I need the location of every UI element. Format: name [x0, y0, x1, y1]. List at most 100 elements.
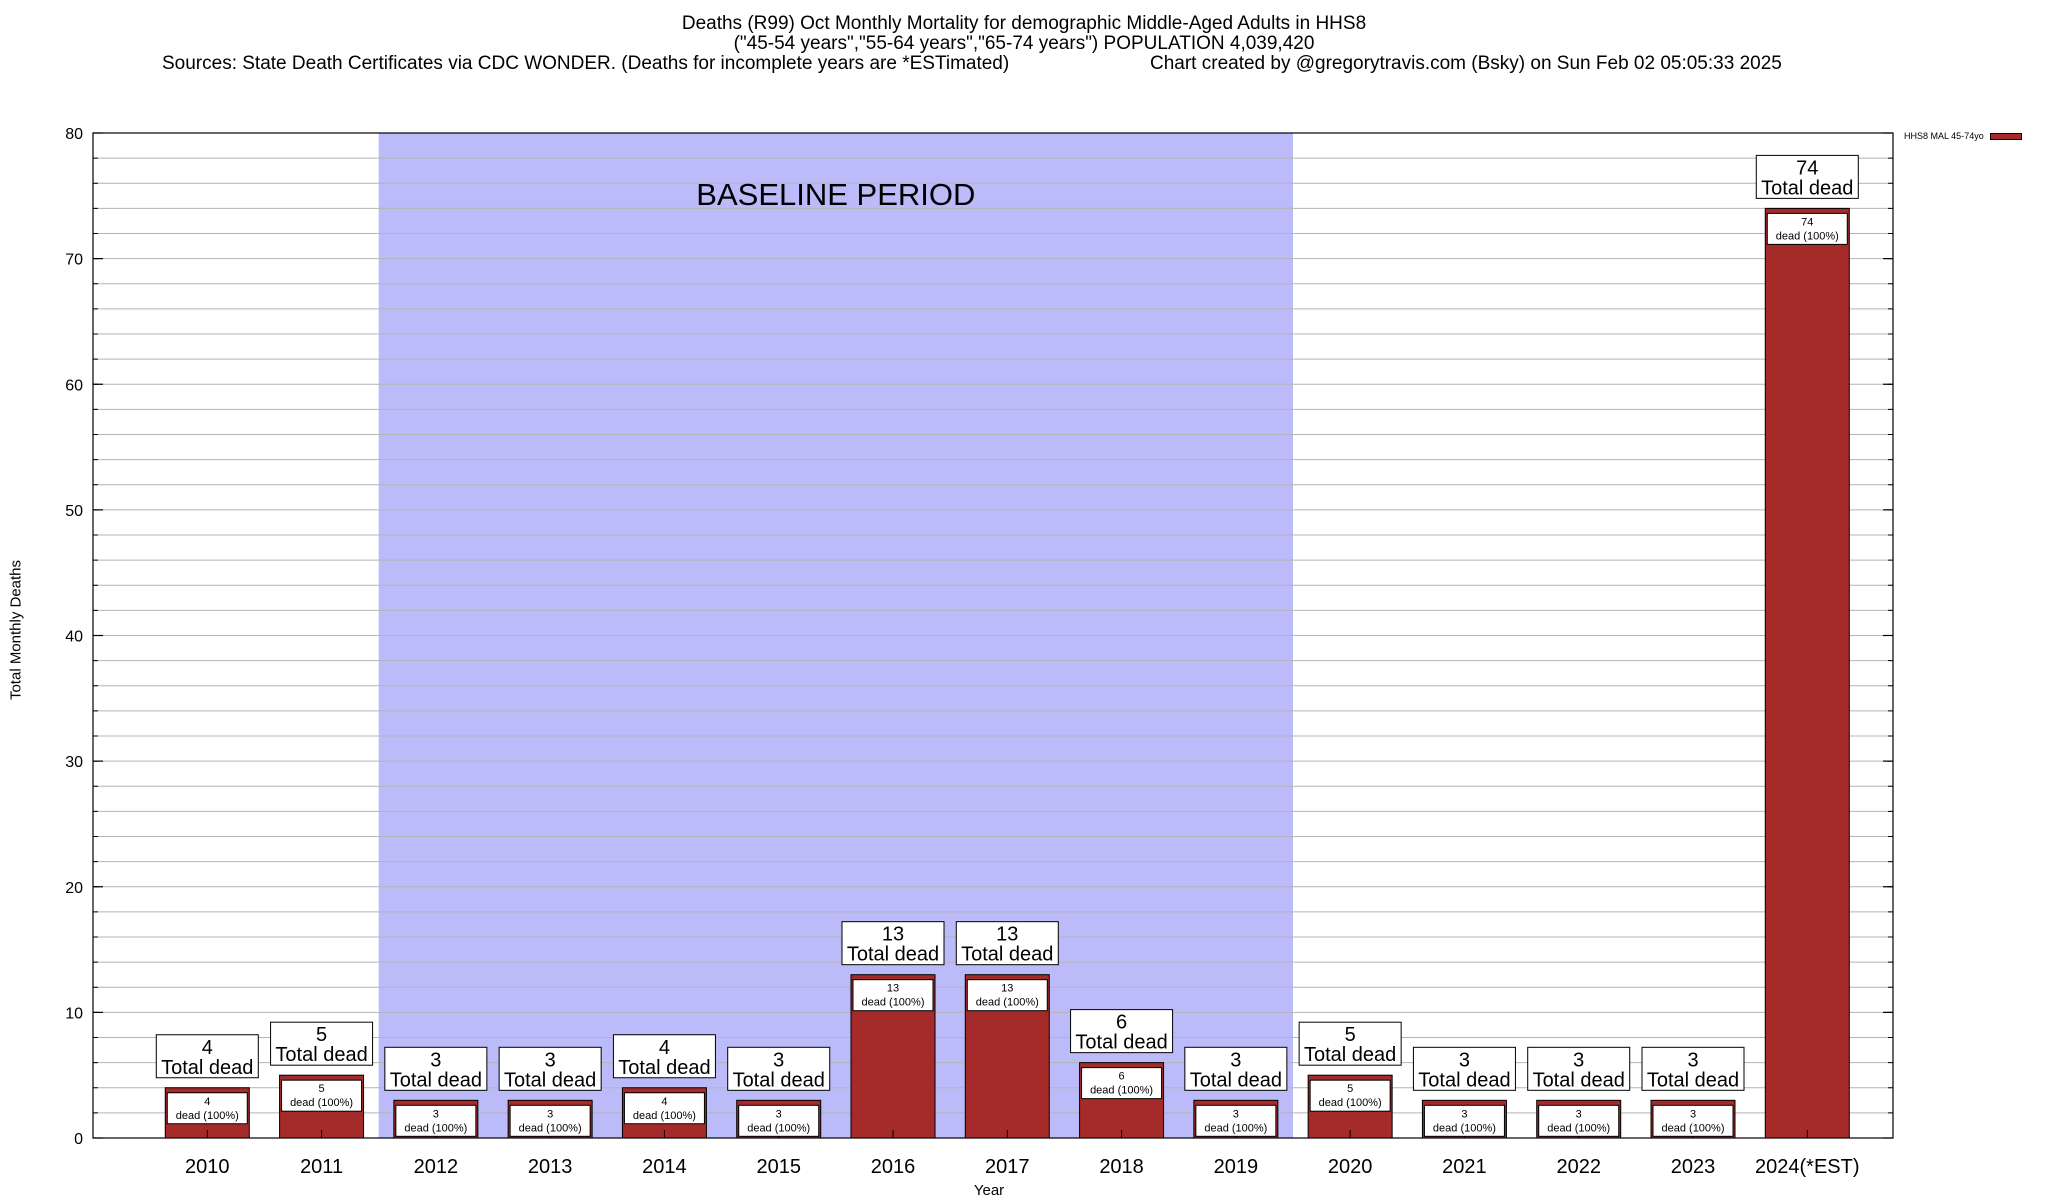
inner-label-value: 74 — [1801, 216, 1813, 228]
total-label-text: Total dead — [1761, 177, 1853, 199]
total-label-text: Total dead — [161, 1057, 253, 1079]
inner-label-value: 13 — [1001, 983, 1013, 995]
legend-swatch — [1989, 132, 2022, 140]
total-label-box — [1755, 154, 1859, 199]
inner-label-box — [1423, 1104, 1505, 1137]
inner-label-box — [395, 1104, 477, 1137]
title-line-1: Deaths (R99) Oct Monthly Mortality for d… — [681, 13, 1367, 34]
inner-label-box — [852, 979, 934, 1012]
inner-label-text: dead (100%) — [519, 1122, 582, 1134]
chart-credit: Chart created by @gregorytravis.com (Bsk… — [1150, 53, 1782, 74]
inner-label-text: dead (100%) — [1662, 1122, 1725, 1134]
y-axis-label: Total Monthly Deaths — [7, 559, 25, 701]
total-label-value: 5 — [316, 1024, 327, 1046]
inner-label-value: 3 — [776, 1108, 782, 1120]
sources-note: Sources: State Death Certificates via CD… — [162, 53, 1010, 74]
total-label-text: Total dead — [1533, 1069, 1625, 1091]
total-label-box — [1298, 1021, 1402, 1066]
total-label-box — [727, 1046, 831, 1091]
total-label-value: 3 — [773, 1049, 784, 1071]
inner-label-value: 5 — [1347, 1083, 1353, 1095]
x-tick-label: 2012 — [414, 1156, 459, 1178]
x-tick-label: 2015 — [756, 1156, 801, 1178]
x-tick-label: 2021 — [1442, 1156, 1487, 1178]
total-label-box — [955, 921, 1059, 966]
inner-label-value: 3 — [1233, 1108, 1239, 1120]
inner-label-text: dead (100%) — [290, 1097, 353, 1109]
total-label-box — [384, 1046, 488, 1091]
total-label-box — [498, 1046, 602, 1091]
y-tick-label: 20 — [65, 880, 83, 897]
inner-label-value: 3 — [1461, 1108, 1467, 1120]
inner-label-text: dead (100%) — [176, 1110, 239, 1122]
total-label-value: 4 — [202, 1037, 213, 1059]
inner-label-text: dead (100%) — [1547, 1122, 1610, 1134]
total-label-value: 3 — [545, 1049, 556, 1071]
total-label-box — [612, 1034, 716, 1079]
total-label-text: Total dead — [275, 1044, 367, 1066]
inner-label-value: 4 — [204, 1096, 210, 1108]
y-tick-label: 40 — [65, 629, 83, 646]
y-tick-label: 50 — [65, 503, 83, 520]
x-tick-label: 2016 — [871, 1156, 916, 1178]
total-label-text: Total dead — [504, 1069, 596, 1091]
total-label-value: 6 — [1116, 1012, 1127, 1034]
x-tick-label: 2017 — [985, 1156, 1030, 1178]
x-tick-label: 2023 — [1671, 1156, 1716, 1178]
total-label-text: Total dead — [618, 1057, 710, 1079]
x-tick-label: 2022 — [1556, 1156, 1601, 1178]
inner-label-value: 3 — [547, 1108, 553, 1120]
inner-label-value: 6 — [1119, 1071, 1125, 1083]
total-label-value: 4 — [659, 1037, 670, 1059]
x-tick-label: 2020 — [1328, 1156, 1373, 1178]
legend-label: HHS8 MAL 45-74yo — [1904, 131, 1984, 141]
y-tick-label: 30 — [65, 754, 83, 771]
inner-label-text: dead (100%) — [1776, 230, 1839, 242]
total-label-box — [1070, 1009, 1174, 1054]
inner-label-value: 5 — [319, 1083, 325, 1095]
inner-label-box — [1766, 212, 1848, 245]
inner-label-text: dead (100%) — [633, 1110, 696, 1122]
bar — [1764, 207, 1850, 1139]
inner-label-value: 3 — [433, 1108, 439, 1120]
inner-label-box — [1195, 1104, 1277, 1137]
inner-label-box — [623, 1092, 705, 1125]
inner-label-value: 3 — [1576, 1108, 1582, 1120]
x-tick-label: 2024(*EST) — [1755, 1156, 1860, 1178]
y-tick-label: 0 — [74, 1131, 83, 1148]
inner-label-box — [738, 1104, 820, 1137]
legend: HHS8 MAL 45-74yo — [1904, 131, 2022, 141]
total-label-box — [155, 1034, 259, 1079]
inner-label-text: dead (100%) — [862, 997, 925, 1009]
y-tick-label: 10 — [65, 1005, 83, 1022]
inner-label-box — [1081, 1067, 1163, 1100]
x-tick-label: 2014 — [642, 1156, 687, 1178]
total-label-value: 3 — [1459, 1049, 1470, 1071]
total-label-value: 3 — [1687, 1049, 1698, 1071]
y-tick-label: 60 — [65, 377, 83, 394]
inner-label-text: dead (100%) — [1090, 1085, 1153, 1097]
y-tick-label: 70 — [65, 252, 83, 269]
inner-label-value: 13 — [887, 983, 899, 995]
inner-label-text: dead (100%) — [1433, 1122, 1496, 1134]
inner-label-value: 4 — [661, 1096, 667, 1108]
total-label-text: Total dead — [847, 944, 939, 966]
x-tick-label: 2019 — [1214, 1156, 1259, 1178]
total-label-value: 3 — [1573, 1049, 1584, 1071]
inner-label-text: dead (100%) — [1319, 1097, 1382, 1109]
x-axis-label: Year — [973, 1182, 1005, 1199]
total-label-text: Total dead — [1418, 1069, 1510, 1091]
total-label-value: 3 — [1230, 1049, 1241, 1071]
y-tick-label: 80 — [65, 126, 83, 143]
inner-label-text: dead (100%) — [976, 997, 1039, 1009]
total-label-text: Total dead — [1075, 1032, 1167, 1054]
total-label-value: 13 — [996, 924, 1018, 946]
total-label-value: 5 — [1345, 1024, 1356, 1046]
x-tick-label: 2011 — [300, 1156, 343, 1178]
x-tick-label: 2018 — [1099, 1156, 1144, 1178]
total-label-box — [270, 1021, 374, 1066]
total-label-text: Total dead — [1190, 1069, 1282, 1091]
total-label-text: Total dead — [1304, 1044, 1396, 1066]
inner-label-box — [281, 1079, 363, 1112]
